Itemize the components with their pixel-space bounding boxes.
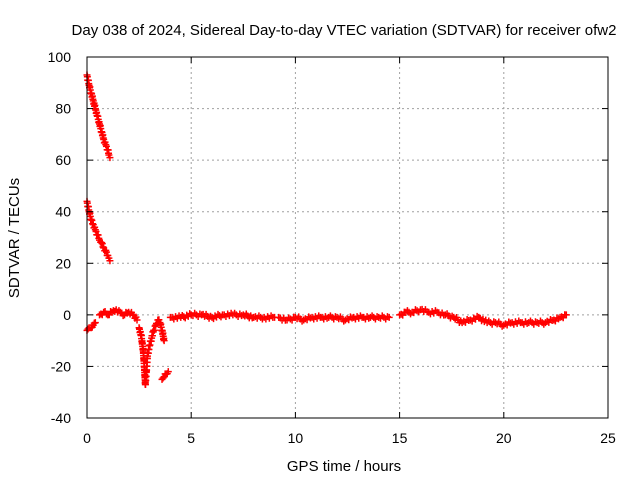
data-segment (158, 368, 172, 383)
x-tick-label: 25 (600, 430, 616, 446)
y-tick-label: 0 (63, 307, 71, 323)
data-segment (96, 306, 141, 324)
data-point-fill (159, 374, 167, 382)
x-tick-label: 15 (392, 430, 408, 446)
data-point (106, 257, 114, 265)
axis-ticks: 0 5 10 15 20 25 -40 -20 0 20 40 60 80 100 (48, 49, 616, 446)
data-point (164, 368, 172, 376)
y-tick-label: -20 (51, 358, 71, 374)
data-segment (166, 309, 279, 323)
x-axis-label: GPS time / hours (287, 458, 401, 475)
data-point (160, 337, 168, 345)
data-segment (83, 197, 114, 265)
y-tick-label: 60 (55, 152, 71, 168)
data-segment (275, 312, 393, 325)
data-segment (396, 305, 570, 330)
data-point (133, 316, 141, 324)
x-tick-label: 10 (288, 430, 304, 446)
chart-title: Day 038 of 2024, Sidereal Day-to-day VTE… (72, 22, 617, 39)
x-tick-label: 20 (496, 430, 512, 446)
x-tick-label: 5 (187, 430, 195, 446)
y-tick-label: 20 (55, 255, 71, 271)
data-point (91, 319, 99, 327)
data-point (562, 311, 570, 319)
plot-frame (86, 56, 609, 419)
y-tick-label: 80 (55, 101, 71, 117)
y-tick-label: 40 (55, 204, 71, 220)
data-point (106, 154, 114, 162)
data-points (83, 71, 570, 388)
data-point-fill (84, 325, 92, 333)
grid-lines (87, 57, 608, 418)
data-point (385, 313, 393, 321)
x-tick-label: 0 (83, 430, 91, 446)
y-tick-label: -40 (51, 410, 71, 426)
data-segment (135, 316, 168, 388)
y-tick-label: 100 (48, 49, 72, 65)
y-axis-label: SDTVAR / TECUs (6, 178, 23, 298)
